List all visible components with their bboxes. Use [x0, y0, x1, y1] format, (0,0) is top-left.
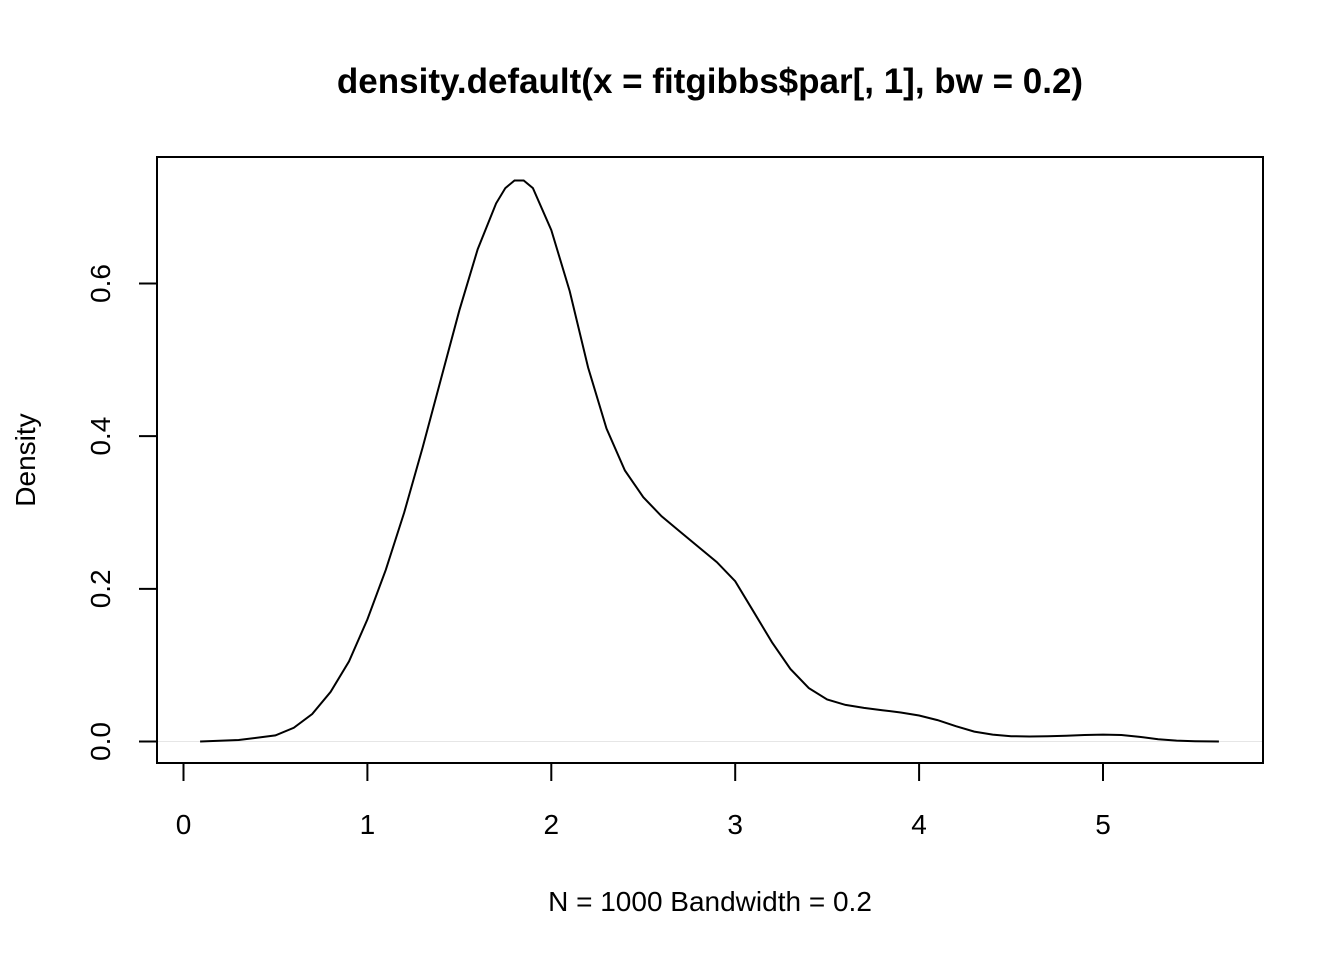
- x-tick-label-4: 4: [911, 809, 927, 840]
- chart-title: density.default(x = fitgibbs$par[, 1], b…: [337, 62, 1083, 101]
- x-axis-label: N = 1000 Bandwidth = 0.2: [548, 886, 872, 917]
- x-axis: 0 1 2 3 4 5: [176, 762, 1111, 840]
- y-tick-label-0.2: 0.2: [85, 569, 116, 608]
- y-tick-label-0.0: 0.0: [85, 722, 116, 761]
- y-tick-label-0.6: 0.6: [85, 264, 116, 303]
- x-tick-label-3: 3: [727, 809, 743, 840]
- y-axis: 0.0 0.2 0.4 0.6: [85, 264, 158, 761]
- x-tick-label-5: 5: [1095, 809, 1111, 840]
- y-tick-label-0.4: 0.4: [85, 417, 116, 456]
- density-curve: [200, 179, 1219, 743]
- x-tick-label-0: 0: [176, 809, 192, 840]
- x-tick-label-2: 2: [544, 809, 560, 840]
- plot-frame: [156, 156, 1264, 764]
- y-axis-label: Density: [10, 413, 41, 506]
- x-tick-label-1: 1: [360, 809, 376, 840]
